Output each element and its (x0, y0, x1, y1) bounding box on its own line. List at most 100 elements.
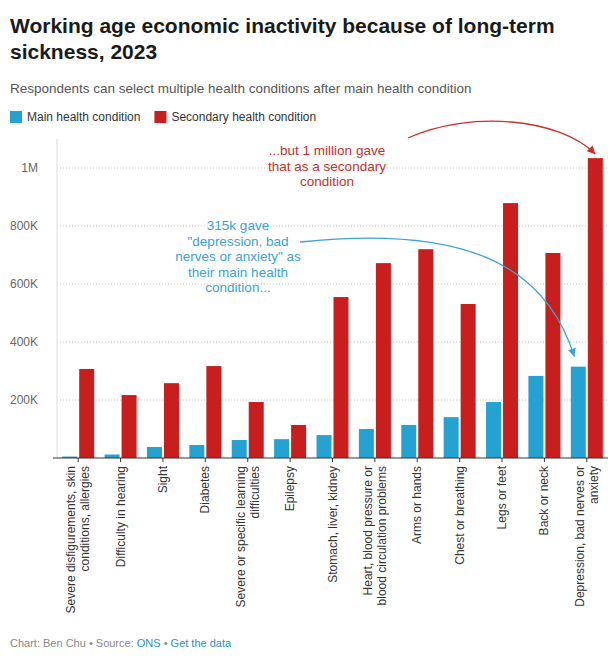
x-tick (586, 458, 587, 462)
annotation: ...but 1 million gavethat as a secondary… (268, 143, 386, 189)
annotation-line: condition... (205, 280, 270, 295)
x-tick-label-line: Sight (156, 465, 170, 493)
bar (486, 402, 501, 458)
x-tick-label: Heart, blood pressure orblood circulatio… (361, 466, 389, 605)
x-tick (78, 458, 79, 462)
bar (317, 435, 332, 458)
x-tick-label-line: conditions, allergies (78, 466, 92, 571)
page: {"chart_data": { "type": "bar", "title":… (0, 0, 616, 659)
x-tick (162, 458, 163, 462)
annotation-line: ...but 1 million gave (269, 143, 385, 158)
legend-label: Secondary health condition (171, 110, 316, 124)
footer-part: • (161, 637, 171, 649)
title: Working age economic inactivity because … (10, 14, 555, 63)
legend-swatch (154, 111, 166, 123)
bar (189, 445, 204, 458)
x-tick-label: Severe or specific learningdifficulties (234, 466, 262, 607)
x-tick-label-line: blood circulation problems (375, 466, 389, 605)
footer-part: Source: (96, 637, 137, 649)
y-tick-label: 600K (10, 277, 38, 291)
annotation-line: "depression, bad (188, 234, 289, 249)
x-tick (374, 458, 375, 462)
x-tick-label-line: Depression, bad nerves or (573, 466, 587, 607)
arrow-head (568, 348, 576, 357)
x-tick-label-line: Chest or breathing (453, 466, 467, 565)
legend: Main health condition Secondary health co… (10, 110, 316, 124)
bar (105, 455, 120, 458)
bar (274, 439, 289, 458)
bar (164, 383, 179, 458)
annotation-line: nerves or anxiety" as (175, 249, 301, 264)
chart: Working age economic inactivity because … (0, 0, 616, 659)
bars (62, 158, 603, 458)
x-tick (205, 458, 206, 462)
legend-label: Main health condition (27, 110, 140, 124)
footer: Chart: Ben Chu • Source: ONS • Get the d… (10, 637, 232, 649)
bar (571, 367, 586, 458)
grid-line (57, 342, 608, 343)
grid-line (57, 400, 608, 401)
bar (122, 395, 137, 458)
x-tick-label: Sight (156, 465, 170, 493)
bar (232, 440, 247, 458)
bar (461, 304, 476, 458)
y-tick-label: 800K (10, 219, 38, 233)
title-line: sickness, 2023 (10, 40, 157, 63)
bar (545, 253, 560, 458)
x-tick-label-line: Severe disfigurements, skin (64, 466, 78, 613)
x-tick-label-line: Arms or hands (410, 466, 424, 544)
bar (359, 429, 374, 458)
x-tick-label: Difficulty in hearing (114, 466, 128, 567)
x-tick (247, 458, 248, 462)
legend-swatch (10, 111, 22, 123)
x-tick (544, 458, 545, 462)
y-tick-label: 400K (10, 335, 38, 349)
x-tick-label-line: Heart, blood pressure or (361, 466, 375, 595)
annotation-line: their main health (188, 265, 288, 280)
annotation-line: 315k gave (207, 218, 269, 233)
x-tick-label-line: Stomach, liver, kidney (326, 466, 340, 583)
annotation-line: condition (300, 174, 354, 189)
x-tick-label-line: Back or neck (537, 465, 551, 535)
y-tick-label: 200K (10, 393, 38, 407)
subtitle: Respondents can select multiple health c… (10, 81, 472, 96)
x-tick-label-line: difficulties (248, 466, 262, 518)
x-tick (502, 458, 503, 462)
x-tick-label-line: Epilepsy (283, 466, 297, 511)
x-tick-label: Epilepsy (283, 466, 297, 511)
arrow (408, 121, 595, 154)
y-axis: 200K 400K 600K 800K 1M (10, 139, 608, 458)
bar (503, 203, 518, 458)
x-tick (290, 458, 291, 462)
x-tick-label: Legs or feet (495, 465, 509, 529)
arrow-head (587, 146, 595, 155)
x-axis: Severe disfigurements, skinconditions, a… (64, 458, 601, 613)
annotation: 315k gave"depression, badnerves or anxie… (175, 218, 301, 295)
x-tick (332, 458, 333, 462)
x-tick-label: Stomach, liver, kidney (326, 466, 340, 583)
annotation-line: that as a secondary (268, 159, 386, 174)
x-tick-label-line: Legs or feet (495, 465, 509, 529)
x-tick-label: Back or neck (537, 465, 551, 535)
bar (401, 425, 416, 458)
x-tick (417, 458, 418, 462)
x-tick-label: Arms or hands (410, 466, 424, 544)
x-tick (120, 458, 121, 462)
bar (418, 249, 433, 458)
bar (291, 425, 306, 458)
bar (79, 369, 94, 458)
bar (334, 297, 349, 458)
arrow (300, 238, 574, 357)
bar (206, 366, 221, 458)
footer-part: • (86, 637, 96, 649)
x-tick-label: Severe disfigurements, skinconditions, a… (64, 466, 92, 613)
x-tick-label-line: Diabetes (198, 466, 212, 513)
y-tick-label: 1M (21, 161, 38, 175)
x-axis-line (53, 458, 608, 459)
footer-part: ONS (137, 637, 161, 649)
x-tick-label: Diabetes (198, 466, 212, 513)
x-tick-label-line: Severe or specific learning (234, 466, 248, 607)
x-tick-label-line: Difficulty in hearing (114, 466, 128, 567)
y-axis-line (57, 139, 58, 458)
x-tick-label: Depression, bad nerves oranxiety (573, 466, 601, 607)
